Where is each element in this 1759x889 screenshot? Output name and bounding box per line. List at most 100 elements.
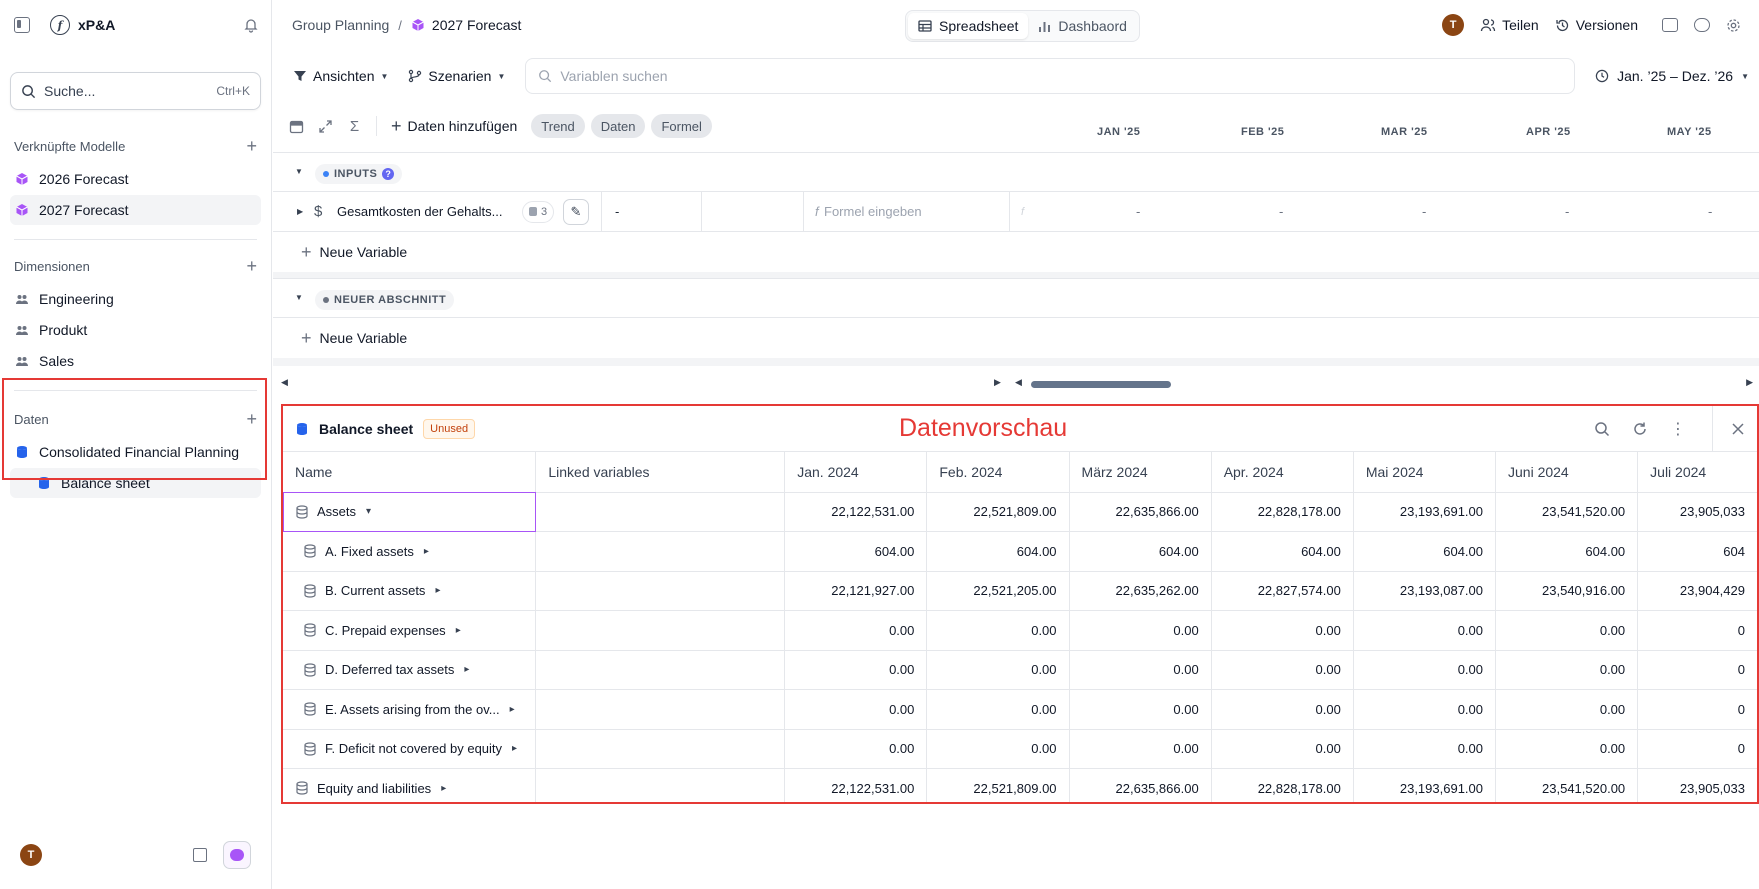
sidebar-item-produkt[interactable]: Produkt: [10, 315, 261, 345]
value-cell[interactable]: 22,828,178.00: [1211, 492, 1354, 532]
value-cell[interactable]: 0.00: [784, 729, 928, 769]
chevron-down-icon[interactable]: ▾: [366, 506, 372, 518]
linked-count-badge[interactable]: 3: [522, 200, 555, 223]
value-cell[interactable]: 23,193,691.00: [1353, 768, 1497, 802]
scroll-right-icon[interactable]: ▶: [1746, 377, 1753, 387]
value-cell[interactable]: 0.00: [784, 689, 928, 730]
search-icon[interactable]: [1594, 421, 1610, 437]
add-data-button[interactable]: + Daten hinzufügen: [391, 116, 517, 137]
month-value[interactable]: -: [1422, 204, 1427, 219]
row-name-cell[interactable]: Equity and liabilities ▸: [283, 768, 537, 802]
sidebar-item-consolidated-financial-planning[interactable]: Consolidated Financial Planning: [10, 437, 261, 467]
tab-spreadsheet[interactable]: Spreadsheet: [908, 13, 1029, 39]
linked-variables-cell[interactable]: [535, 768, 786, 802]
row-name-cell[interactable]: C. Prepaid expenses ▸: [283, 610, 537, 651]
chevron-right-icon[interactable]: ▸: [423, 545, 429, 557]
value-cell[interactable]: 0.00: [926, 689, 1070, 730]
value-cell[interactable]: 0.00: [1495, 610, 1639, 651]
value-cell[interactable]: 604.00: [1069, 531, 1212, 572]
value-cell[interactable]: 0.00: [1495, 729, 1639, 769]
chevron-right-icon[interactable]: ▸: [455, 624, 461, 636]
sigma-icon[interactable]: Σ: [349, 117, 360, 135]
variable-search-input[interactable]: Variablen suchen: [525, 58, 1576, 94]
toggle-sidebar-icon[interactable]: [14, 17, 30, 33]
formula-input[interactable]: Formel eingeben: [824, 204, 922, 219]
value-cell[interactable]: 0: [1637, 729, 1757, 769]
chevron-down-icon[interactable]: ▼: [295, 293, 303, 302]
value-cell[interactable]: 0.00: [1211, 650, 1354, 690]
table-row[interactable]: C. Prepaid expenses ▸ 0.00 0.00 0.00 0.00 0.00…: [283, 610, 1757, 651]
value-cell[interactable]: 0.00: [926, 729, 1070, 769]
value-cell[interactable]: 0.00: [1353, 689, 1497, 730]
linked-variables-cell[interactable]: [535, 650, 786, 690]
value-cell[interactable]: 23,905,033: [1637, 768, 1757, 802]
value-cell[interactable]: 23,193,691.00: [1353, 492, 1497, 532]
value-cell[interactable]: 0.00: [1353, 650, 1497, 690]
value-cell[interactable]: 0.00: [1211, 689, 1354, 730]
close-button[interactable]: [1712, 406, 1745, 452]
chevron-right-icon[interactable]: ▸: [435, 585, 441, 597]
table-row[interactable]: E. Assets arising from the ov... ▸ 0.00 0.0…: [283, 689, 1757, 730]
chip-formula[interactable]: Formel: [651, 114, 712, 138]
value-cell[interactable]: 22,122,531.00: [784, 768, 928, 802]
value-cell[interactable]: 604.00: [1211, 531, 1354, 572]
table-row[interactable]: D. Deferred tax assets ▸ 0.00 0.00 0.00 0.00 0…: [283, 650, 1757, 690]
col-header-month[interactable]: Apr. 2024: [1211, 452, 1354, 493]
value-cell[interactable]: 22,635,262.00: [1069, 571, 1212, 611]
value-cell[interactable]: 0: [1637, 689, 1757, 730]
value-cell[interactable]: 23,193,087.00: [1353, 571, 1497, 611]
sidebar-item-sales[interactable]: Sales: [10, 346, 261, 376]
value-cell[interactable]: 0.00: [1069, 650, 1212, 690]
chevron-right-icon[interactable]: ▸: [509, 703, 515, 715]
value-cell[interactable]: 22,521,809.00: [926, 768, 1070, 802]
messages-icon[interactable]: [1694, 18, 1710, 32]
value-cell[interactable]: 0: [1637, 650, 1757, 690]
value-cell[interactable]: 604.00: [784, 531, 928, 572]
expand-icon[interactable]: [318, 119, 333, 134]
col-header-linked[interactable]: Linked variables: [535, 452, 786, 493]
breadcrumb-parent[interactable]: Group Planning: [292, 17, 390, 33]
section-tag[interactable]: INPUTS ?: [315, 164, 403, 184]
tab-dashboard[interactable]: Dashbaord: [1028, 13, 1137, 39]
sidebar-item-engineering[interactable]: Engineering: [10, 284, 261, 314]
scenarios-dropdown[interactable]: Szenarien ▼: [404, 58, 509, 94]
linked-variables-cell[interactable]: [535, 492, 786, 532]
horizontal-scrollbar[interactable]: ◀ ▶ ◀ ▶: [273, 374, 1759, 394]
value-cell[interactable]: 22,827,574.00: [1211, 571, 1354, 611]
refresh-icon[interactable]: [1632, 421, 1648, 437]
value-cell[interactable]: 23,905,033: [1637, 492, 1757, 532]
value-cell[interactable]: 0.00: [1353, 610, 1497, 651]
value-cell[interactable]: 0.00: [1495, 689, 1639, 730]
row-name-cell[interactable]: Assets ▾: [283, 492, 537, 532]
chevron-right-icon[interactable]: ▸: [512, 743, 518, 755]
table-row[interactable]: A. Fixed assets ▸ 604.00 604.00 604.00 604.00…: [283, 531, 1757, 572]
value-cell[interactable]: 22,521,205.00: [926, 571, 1070, 611]
chevron-right-icon[interactable]: ▶: [297, 207, 304, 216]
value-cell[interactable]: 22,635,866.00: [1069, 492, 1212, 532]
col-header-name[interactable]: Name: [283, 452, 537, 493]
linked-variables-cell[interactable]: [535, 729, 786, 769]
month-value[interactable]: -: [1136, 204, 1141, 219]
sidebar-item-2027-forecast[interactable]: 2027 Forecast: [10, 195, 261, 225]
value-cell[interactable]: 23,540,916.00: [1495, 571, 1639, 611]
value-cell[interactable]: 0.00: [784, 610, 928, 651]
calendar-icon[interactable]: [289, 119, 304, 134]
variable-row[interactable]: ▶ $ Gesamtkosten der Gehalts... 3 ✎ - f …: [273, 192, 1759, 232]
col-header-month[interactable]: Feb. 2024: [926, 452, 1070, 493]
help-icon[interactable]: ?: [382, 168, 395, 180]
new-variable-button[interactable]: + Neue Variable: [301, 242, 407, 263]
chevron-right-icon[interactable]: ▸: [441, 782, 447, 794]
sidebar-item-balance-sheet[interactable]: Balance sheet: [10, 468, 261, 498]
value-cell[interactable]: 0.00: [1069, 689, 1212, 730]
value-cell[interactable]: 23,541,520.00: [1495, 492, 1639, 532]
table-row[interactable]: Equity and liabilities ▸ 22,122,531.00 22,5…: [283, 768, 1757, 802]
share-button[interactable]: Teilen: [1480, 17, 1539, 33]
row-name-cell[interactable]: F. Deficit not covered by equity ▸: [283, 729, 537, 769]
col-header-month[interactable]: Jan. 2024: [784, 452, 928, 493]
gear-icon[interactable]: [1726, 18, 1741, 33]
value-cell[interactable]: 604.00: [1495, 531, 1639, 572]
chat-button[interactable]: [223, 841, 251, 869]
linked-variables-cell[interactable]: [535, 571, 786, 611]
value-cell[interactable]: 23,541,520.00: [1495, 768, 1639, 802]
breadcrumb-current[interactable]: 2027 Forecast: [411, 17, 521, 33]
